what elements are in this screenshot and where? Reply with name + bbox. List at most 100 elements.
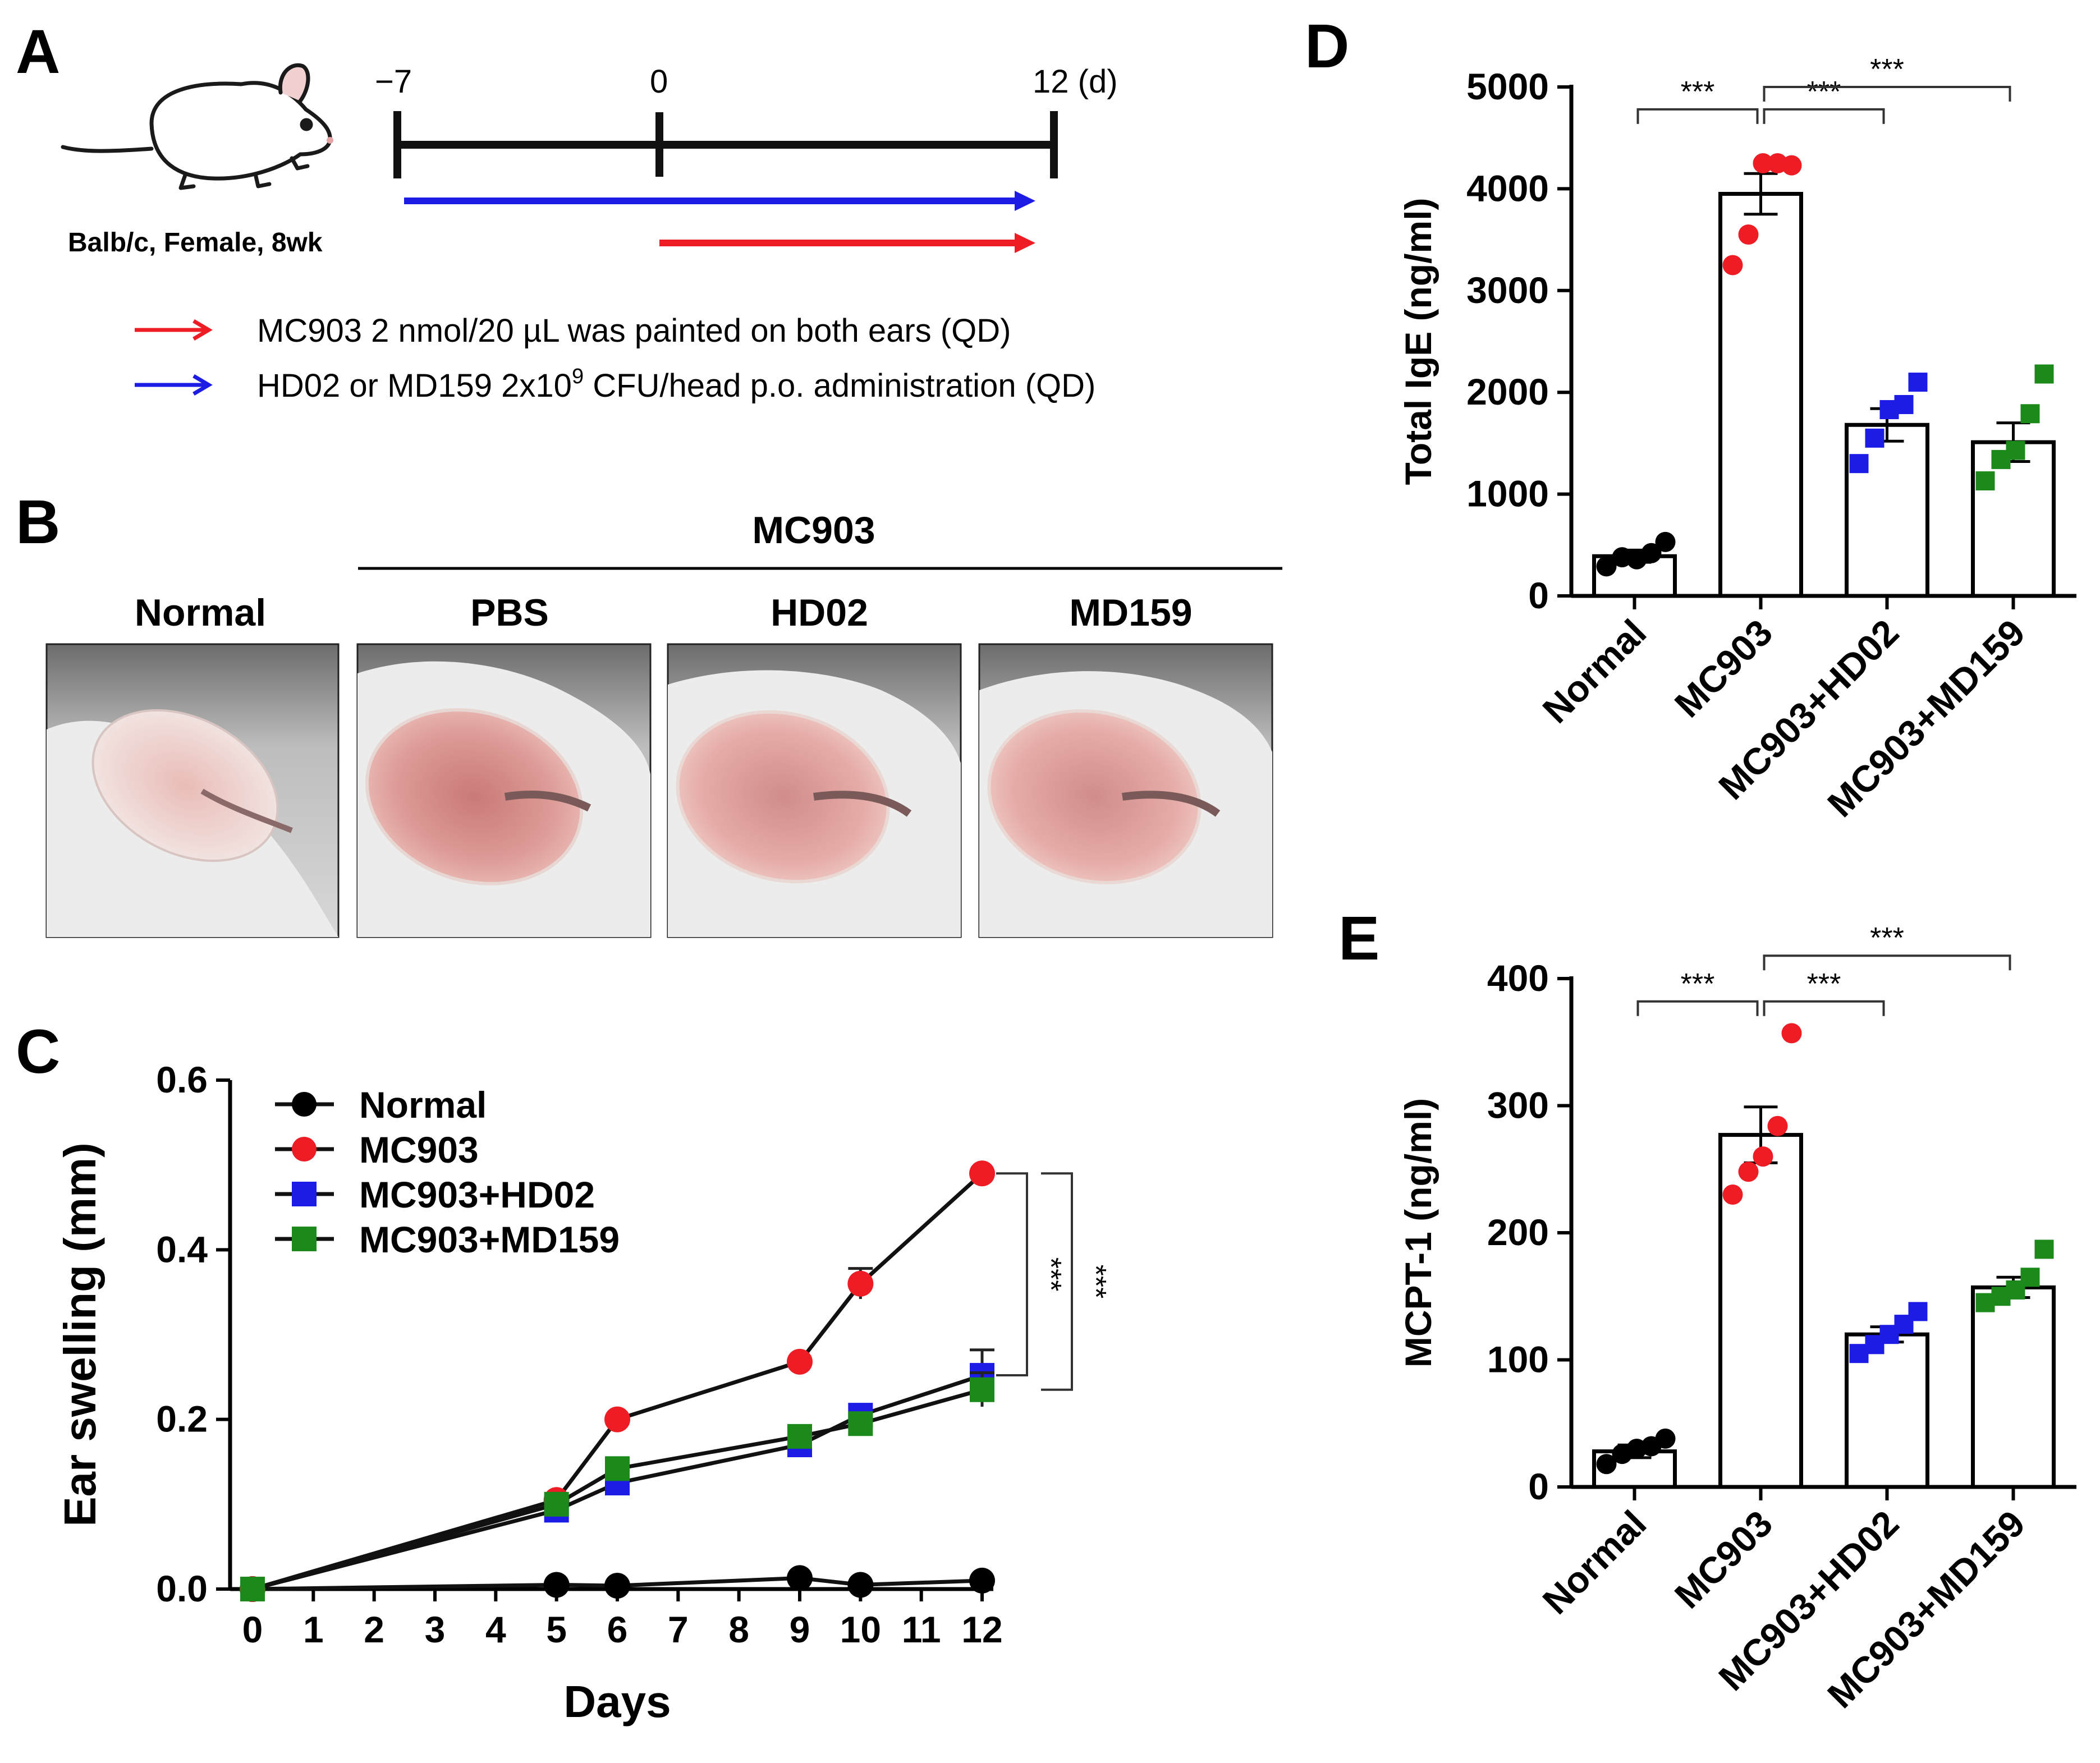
c-y-axis-label: Ear swelling (mm) — [55, 1142, 105, 1527]
legend-text-probiotic-part1: HD02 or MD159 2x10 — [257, 368, 572, 404]
bar-data-point — [1596, 1454, 1617, 1475]
bar-data-point — [1753, 1146, 1773, 1167]
c-x-tick-label: 10 — [840, 1609, 881, 1650]
bar-sig-label: *** — [1870, 53, 1904, 86]
legend-text-probiotic-part2: CFU/head p.o. administration (QD) — [584, 368, 1095, 404]
bar-y-tick-label: 0 — [1528, 575, 1549, 616]
bar-data-point — [1655, 1428, 1676, 1449]
c-data-point — [969, 1160, 995, 1187]
c-x-tick-label: 1 — [303, 1609, 324, 1650]
bar-data-point — [1596, 556, 1617, 577]
c-x-tick-label: 9 — [790, 1609, 810, 1650]
c-data-point — [240, 1577, 265, 1601]
chart-d: 0 1000 2000 3000 4000 5000 Total IgE (ng/ml) No… — [1397, 53, 2076, 825]
bar-category-label: Normal — [1534, 612, 1654, 731]
c-data-point — [787, 1348, 813, 1375]
photo-label-hd02: HD02 — [771, 591, 868, 634]
c-x-tick-label: 6 — [607, 1609, 628, 1650]
bar-y-tick-label: 5000 — [1466, 66, 1549, 107]
photo-label-md159: MD159 — [1069, 591, 1192, 634]
bar-data-point — [1722, 255, 1743, 276]
c-legend-marker — [292, 1182, 317, 1206]
timeline-tick-end: 12 (d) — [1033, 63, 1118, 100]
bar-y-tick-label: 2000 — [1466, 371, 1549, 412]
bar-data-point — [1849, 454, 1869, 474]
mouse-caption: Balb/c, Female, 8wk — [68, 228, 323, 258]
panel-b: MC903 Normal PBS HD02 MD159 — [45, 509, 1282, 938]
c-x-axis-label: Days — [563, 1677, 671, 1727]
c-legend-label: MC903+MD159 — [359, 1219, 620, 1260]
c-legend-label: Normal — [359, 1084, 487, 1126]
c-series-line — [252, 1373, 983, 1591]
bar-y-tick-label: 4000 — [1466, 167, 1549, 209]
c-data-point — [787, 1565, 813, 1591]
bar-sig-bracket — [1763, 86, 2011, 102]
photo-label-normal: Normal — [135, 591, 266, 634]
bar — [1718, 191, 1803, 598]
bar-category-label: MC903 — [1667, 612, 1781, 726]
c-data-point — [604, 1572, 630, 1599]
c-x-tick-label: 3 — [425, 1609, 446, 1650]
bar-data-point — [1865, 428, 1885, 448]
bar-data-point — [2006, 440, 2025, 460]
c-data-point — [787, 1424, 812, 1449]
c-x-tick-label: 7 — [668, 1609, 689, 1650]
ear-photo-pbs — [356, 643, 652, 938]
bar-data-point — [1738, 1161, 1759, 1182]
c-series-line — [252, 1172, 984, 1591]
bar-sig-bracket — [1763, 954, 2011, 971]
bar-data-point — [1641, 543, 1662, 563]
bar-y-axis-label: Total IgE (ng/ml) — [1397, 198, 1439, 485]
bar-data-point — [1753, 153, 1773, 174]
c-x-tick-label: 12 — [961, 1609, 1002, 1650]
legend-text-mc903: MC903 2 nmol/20 µL was painted on both e… — [257, 313, 1011, 349]
c-legend-marker — [292, 1227, 317, 1251]
bar-sig-bracket — [1636, 108, 1759, 124]
bar-sig-label: *** — [1681, 968, 1715, 1000]
bar-data-point — [1781, 155, 1802, 176]
legend-text-probiotic: HD02 or MD159 2x109 CFU/head p.o. admini… — [257, 365, 1095, 404]
c-data-point — [605, 1456, 630, 1481]
c-y-tick-label: 0.6 — [156, 1059, 208, 1100]
c-x-tick-label: 8 — [728, 1609, 749, 1650]
c-legend-label: MC903 — [359, 1129, 479, 1170]
legend-arrow-red — [135, 319, 213, 341]
bar-sig-label: *** — [1870, 922, 1904, 954]
panel-letter-c: C — [16, 1017, 60, 1086]
bar-data-point — [2034, 364, 2054, 384]
bar-y-tick-label: 1000 — [1466, 473, 1549, 515]
c-x-tick-label: 0 — [242, 1609, 263, 1650]
c-series-line — [252, 1576, 983, 1591]
ear-photo-md159 — [978, 643, 1273, 938]
bar-sig-bracket — [1636, 1000, 1759, 1016]
c-data-point — [847, 1572, 874, 1598]
photo-label-pbs: PBS — [470, 591, 549, 634]
timeline-tick-zero: 0 — [650, 63, 668, 100]
c-data-point — [969, 1567, 995, 1594]
c-data-point — [543, 1572, 570, 1598]
bar-data-point — [1908, 373, 1928, 392]
panel-letter-d: D — [1305, 12, 1349, 81]
bar-y-tick-label: 400 — [1487, 957, 1549, 999]
c-data-point — [847, 1270, 874, 1297]
bar-data-point — [1655, 531, 1676, 552]
bar-sig-bracket — [1763, 108, 1885, 124]
bar-data-point — [1975, 471, 1995, 491]
legend-superscript: 9 — [572, 365, 584, 388]
c-legend-marker — [292, 1137, 317, 1161]
ear-photo-hd02 — [667, 643, 962, 938]
c-data-point — [970, 1377, 994, 1402]
bar-data-point — [2020, 1268, 2040, 1287]
c-data-point — [848, 1411, 873, 1436]
panel-letter-e: E — [1338, 904, 1379, 973]
c-sig-label: *** — [1079, 1265, 1112, 1299]
bar-data-point — [1908, 1302, 1928, 1321]
c-y-tick-label: 0.2 — [156, 1398, 208, 1440]
bar-data-point — [2020, 404, 2040, 424]
c-series-line — [252, 1388, 983, 1591]
c-y-tick-label: 0.0 — [156, 1568, 208, 1609]
bar-data-point — [2034, 1239, 2054, 1259]
bar-y-tick-label: 3000 — [1466, 269, 1549, 311]
bar-y-tick-label: 0 — [1528, 1466, 1549, 1507]
